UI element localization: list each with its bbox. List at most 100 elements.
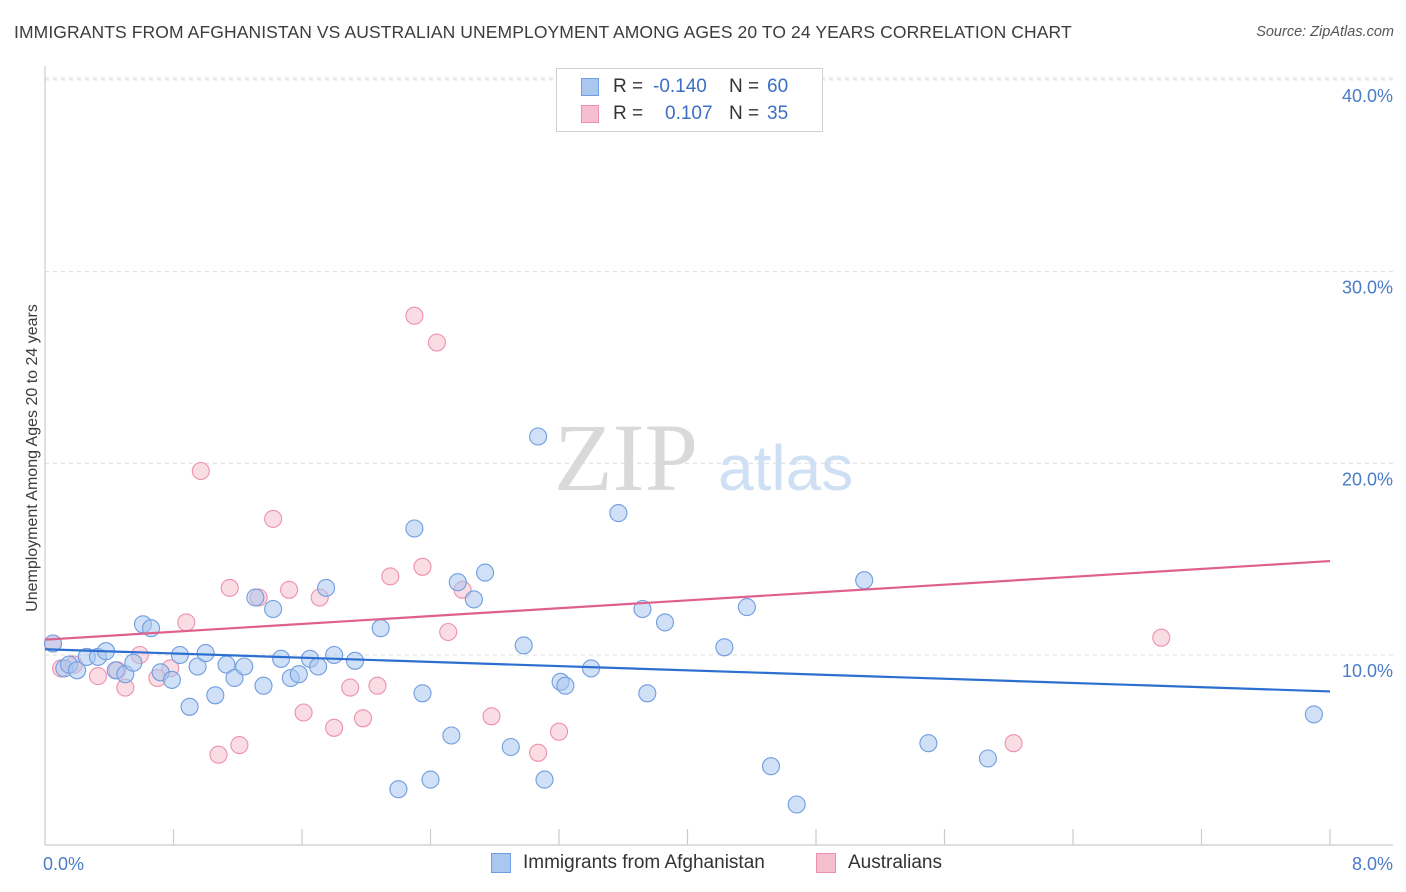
afghanistan-point — [345, 651, 365, 670]
afghanistan-point — [787, 795, 806, 814]
afghanistan-point — [405, 519, 424, 538]
afghanistan-point — [68, 661, 87, 680]
legend-r-label: R = — [613, 76, 644, 97]
afghanistan-point — [196, 644, 215, 663]
afghanistan-point — [761, 757, 781, 776]
afghanistan-trend-line — [44, 648, 1331, 693]
australians-point — [264, 509, 283, 528]
australians-point — [529, 743, 548, 762]
stats-legend: R = -0.140 N = 60 R = 0.107 N = 35 — [556, 68, 823, 132]
afghanistan-point — [371, 619, 390, 638]
legend-r-value: -0.140 — [653, 76, 707, 97]
afghanistan-point — [325, 645, 344, 665]
afghanistan-points — [43, 427, 1323, 814]
legend-item-australians[interactable]: Australians — [816, 852, 942, 874]
australians-trend-line — [44, 559, 1331, 641]
afghanistan-point — [225, 668, 244, 688]
legend-swatch-afghanistan — [581, 78, 599, 96]
afghanistan-point — [246, 588, 265, 607]
australians-point — [549, 722, 569, 741]
afghanistan-point — [978, 749, 997, 768]
watermark-atlas: atlas — [718, 432, 853, 504]
chart-title: IMMIGRANTS FROM AFGHANISTAN VS AUSTRALIA… — [14, 22, 1072, 42]
afghanistan-point — [235, 657, 254, 676]
legend-n-value: 60 — [767, 76, 789, 97]
legend-label-afghanistan: Immigrants from Afghanistan — [523, 852, 765, 873]
legend-n-value: 35 — [767, 103, 789, 124]
afghanistan-point — [442, 726, 461, 745]
x-tick-label-min: 0.0% — [43, 854, 84, 874]
y-tick-label: 30.0% — [1342, 278, 1393, 298]
afghanistan-point — [180, 697, 199, 716]
afghanistan-point — [855, 571, 874, 590]
afghanistan-point — [501, 737, 520, 757]
legend-row-australians: R = 0.107 N = 35 — [581, 100, 788, 128]
australians-point — [482, 707, 501, 726]
australians-point — [191, 461, 210, 481]
afghanistan-point — [1304, 705, 1323, 724]
legend-r-value: 0.107 — [665, 103, 713, 124]
australians-point — [209, 745, 228, 764]
afghanistan-point — [737, 598, 756, 617]
australians-point — [220, 578, 239, 597]
afghanistan-point — [162, 670, 181, 689]
afghanistan-point — [188, 657, 207, 676]
legend-r-label: R = — [613, 103, 644, 124]
legend-n-label: N = — [729, 76, 760, 97]
afghanistan-point — [254, 676, 273, 695]
afghanistan-point — [609, 504, 628, 523]
y-tick-labels: 10.0% 20.0% 30.0% 40.0% — [1342, 86, 1393, 681]
afghanistan-point — [264, 599, 283, 619]
series-legend: Immigrants from Afghanistan Australians — [0, 852, 1406, 878]
y-tick-label: 40.0% — [1342, 86, 1393, 106]
legend-label-australians: Australians — [848, 852, 942, 873]
afghanistan-point — [633, 599, 652, 619]
y-axis-label: Unemployment Among Ages 20 to 24 years — [24, 304, 41, 612]
australians-point — [294, 703, 313, 722]
australians-point — [1152, 628, 1171, 647]
afghanistan-point — [309, 657, 328, 676]
australians-point — [413, 557, 432, 576]
afghanistan-point — [272, 649, 291, 668]
australians-point — [230, 736, 249, 755]
australians-point — [368, 676, 387, 695]
afghanistan-point — [448, 573, 467, 592]
afghanistan-point — [317, 578, 336, 597]
afghanistan-point — [206, 686, 225, 705]
legend-swatch-australians — [581, 105, 599, 123]
y-tick-label: 10.0% — [1342, 661, 1393, 681]
afghanistan-point — [514, 636, 533, 655]
australians-point — [341, 678, 360, 697]
afghanistan-point — [170, 645, 189, 665]
afghanistan-point — [556, 676, 575, 695]
afghanistan-point — [529, 427, 548, 446]
afghanistan-point — [655, 613, 675, 632]
australians-point — [1004, 734, 1023, 753]
legend-row-afghanistan: R = -0.140 N = 60 — [581, 73, 788, 101]
afghanistan-point — [535, 770, 554, 789]
australians-point — [427, 333, 446, 352]
australians-point — [280, 580, 299, 599]
australians-point — [177, 613, 196, 632]
afghanistan-point — [389, 780, 408, 799]
trend-lines — [44, 559, 1331, 693]
australians-point — [88, 667, 108, 686]
afghanistan-point — [638, 684, 657, 703]
afghanistan-point — [476, 563, 495, 582]
australians-point — [405, 306, 424, 325]
axis-layer — [44, 66, 1393, 846]
x-tick-label-max: 8.0% — [1352, 854, 1393, 874]
australians-point — [353, 709, 373, 728]
y-tick-label: 20.0% — [1342, 469, 1393, 489]
australians-point — [381, 567, 400, 586]
legend-item-afghanistan[interactable]: Immigrants from Afghanistan — [491, 852, 765, 874]
afghanistan-point — [124, 653, 143, 672]
legend-swatch-afghanistan — [491, 853, 511, 873]
australians-point — [439, 622, 458, 642]
afghanistan-point — [289, 665, 308, 684]
afghanistan-point — [919, 734, 938, 753]
source-label: Source: ZipAtlas.com — [1256, 24, 1394, 40]
legend-swatch-australians — [816, 853, 836, 873]
afghanistan-point — [421, 770, 440, 789]
